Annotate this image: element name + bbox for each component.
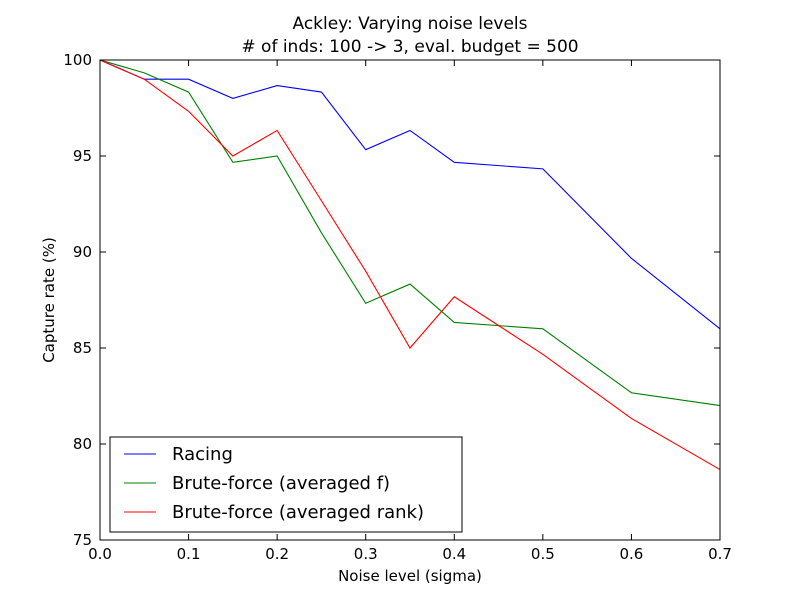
y-axis-label: Capture rate (%) <box>40 237 58 363</box>
y-tick-label: 85 <box>73 339 92 357</box>
x-tick-label: 0.5 <box>531 545 555 563</box>
legend-items: Racing Brute-force (averaged f) Brute-forc… <box>124 444 424 523</box>
y-tick-label: 100 <box>63 51 92 69</box>
legend-label-3: Brute-force (averaged rank) <box>172 502 424 523</box>
series-line-1 <box>99 59 721 330</box>
legend-label-2: Brute-force (averaged f) <box>172 473 390 494</box>
x-tick-label: 0.4 <box>442 545 466 563</box>
plot-frame <box>99 59 721 541</box>
x-tick-label: 0.3 <box>354 545 378 563</box>
series-line-2 <box>99 59 721 407</box>
series-layer <box>99 59 721 471</box>
series-line-3 <box>99 59 721 471</box>
y-tick-label: 95 <box>73 147 92 165</box>
chart-subtitle: # of inds: 100 -> 3, eval. budget = 500 <box>241 37 578 57</box>
legend-label-1: Racing <box>172 444 233 465</box>
x-tick-label: 0.1 <box>177 545 201 563</box>
y-tick-label: 80 <box>73 435 92 453</box>
y-tick-label: 90 <box>73 243 92 261</box>
x-tick-label: 0.6 <box>619 545 643 563</box>
y-tick-label: 75 <box>73 531 92 549</box>
legend: Racing Brute-force (averaged f) Brute-forc… <box>109 436 463 533</box>
chart-title: Ackley: Varying noise levels <box>292 14 527 34</box>
x-tick-label: 0.0 <box>88 545 112 563</box>
legend-box <box>109 436 463 533</box>
x-axis-label: Noise level (sigma) <box>338 567 482 585</box>
x-tick-label: 0.2 <box>265 545 289 563</box>
x-tick-label: 0.7 <box>708 545 732 563</box>
ticks-layer: 0.0 0.1 0.2 0.3 0.4 0.5 0.6 0.7 75 80 85 90 95 100 <box>63 51 732 563</box>
